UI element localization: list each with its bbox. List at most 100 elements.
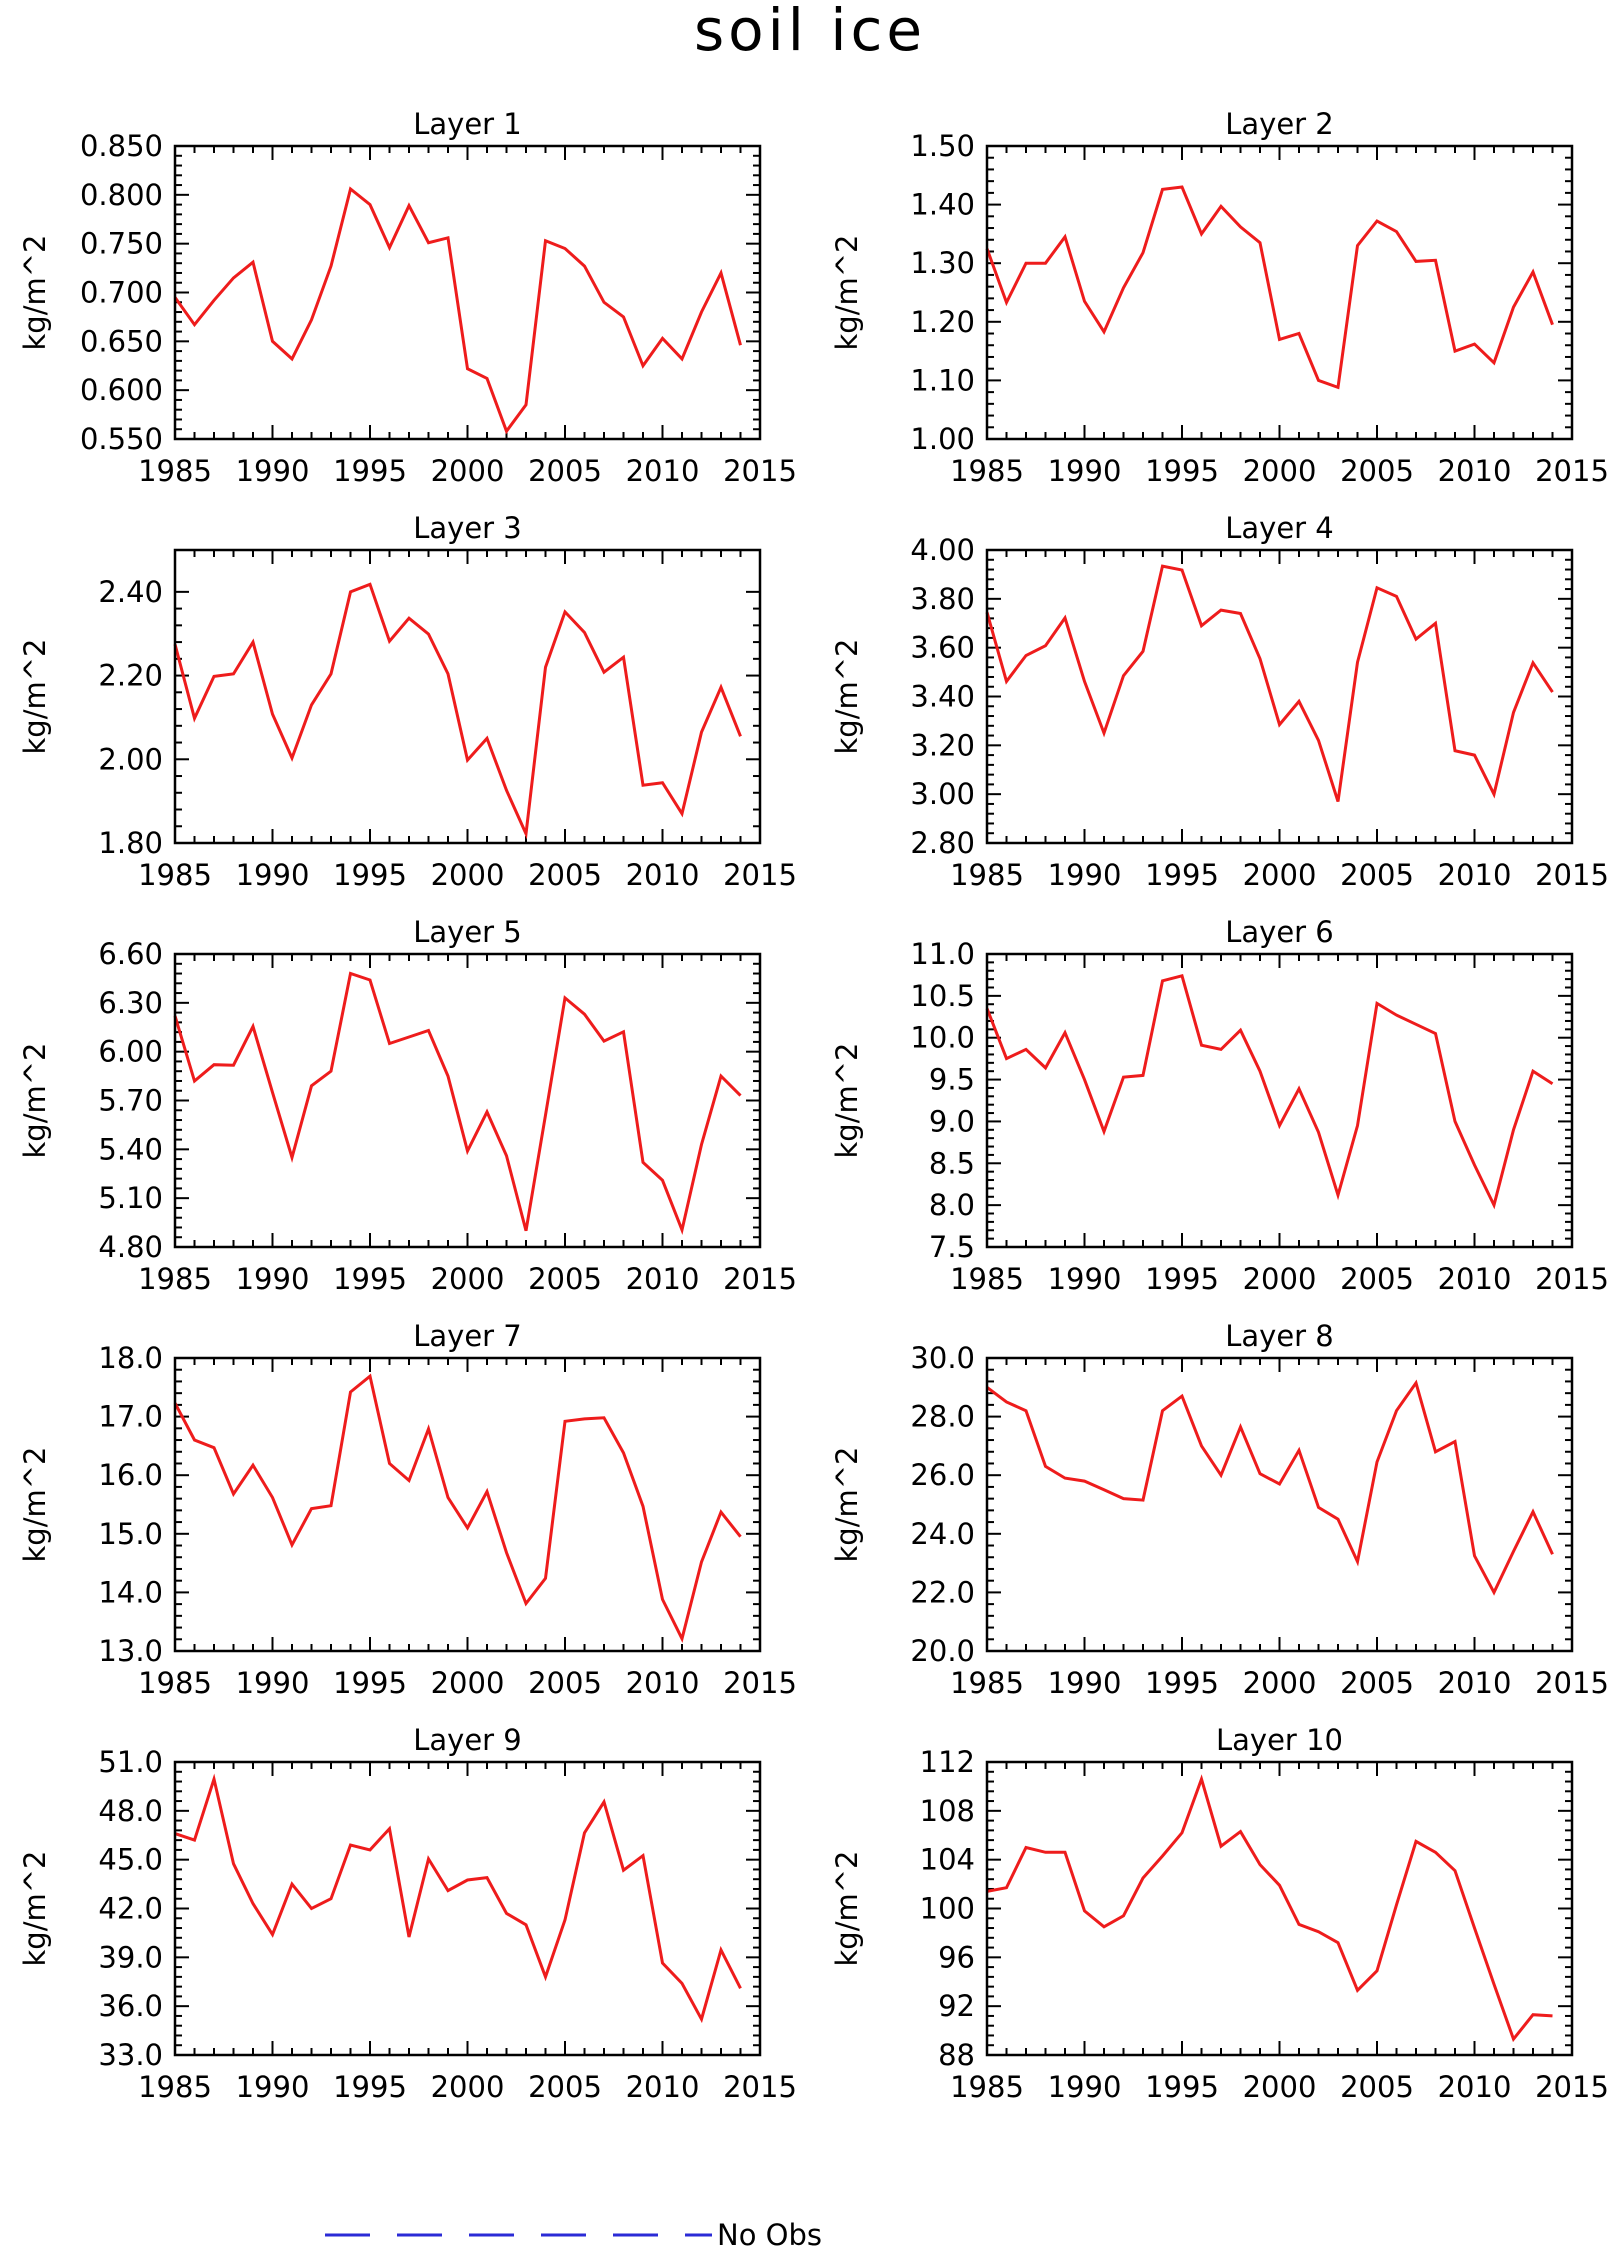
- panels-grid: Layer 1 kg/m^2 1985 1990 1995 2000 2005 2010 201…: [18, 107, 1609, 2104]
- series-line: [173, 186, 742, 435]
- x-tick-label: 1995: [1145, 2070, 1219, 2104]
- y-tick-label: 13.0: [98, 1634, 163, 1668]
- panel-layer-9: Layer 9 kg/m^2 1985 1990 1995 2000 2005 2010 201…: [18, 1723, 797, 2104]
- series-line: [985, 973, 1554, 1210]
- x-tick-label: 1995: [333, 1666, 407, 1700]
- x-tick-label: 1985: [950, 1666, 1024, 1700]
- y-tick-label: 33.0: [98, 2038, 163, 2072]
- x-tick-label: 2000: [431, 1262, 505, 1296]
- x-tick-label: 1990: [1048, 858, 1122, 892]
- panel-layer-1: Layer 1 kg/m^2 1985 1990 1995 2000 2005 2010 201…: [18, 107, 797, 488]
- y-tick-label: 8.0: [929, 1188, 975, 1222]
- x-tick-label: 2015: [1535, 454, 1609, 488]
- plot-frame: [173, 548, 762, 845]
- y-tick-label: 1.10: [910, 363, 975, 397]
- x-tick-label: 1985: [138, 454, 212, 488]
- y-tick-label: 7.5: [929, 1230, 975, 1264]
- x-tick-label: 1995: [1145, 858, 1219, 892]
- y-tick-label: 88: [938, 2038, 975, 2072]
- x-tick-label: 2005: [1340, 1262, 1414, 1296]
- y-tick-label: 15.0: [98, 1517, 163, 1551]
- y-tick-label: 51.0: [98, 1745, 163, 1779]
- x-tick-label: 1990: [1048, 1262, 1122, 1296]
- y-tick-label: 2.80: [910, 826, 975, 860]
- x-tick-label: 2015: [723, 454, 797, 488]
- series-line: [173, 1373, 742, 1643]
- panel-title: Layer 5: [413, 915, 522, 949]
- y-tick-label: 1.50: [910, 129, 975, 163]
- x-tick-label: 2010: [626, 1262, 700, 1296]
- x-tick-label: 2005: [528, 454, 602, 488]
- y-axis-label: kg/m^2: [830, 639, 864, 755]
- x-tick-label: 2005: [528, 2070, 602, 2104]
- x-tick-label: 2010: [626, 858, 700, 892]
- series-line: [986, 1379, 1554, 1596]
- x-tick-label: 1985: [138, 1666, 212, 1700]
- legend: No Obs: [325, 2218, 822, 2250]
- x-tick-label: 2005: [528, 1262, 602, 1296]
- y-tick-label: 3.40: [910, 680, 975, 714]
- panel-title: Layer 3: [413, 511, 522, 545]
- panel-layer-8: Layer 8 kg/m^2 1985 1990 1995 2000 2005 2010 201…: [830, 1319, 1609, 1700]
- y-tick-label: 45.0: [98, 1843, 163, 1877]
- y-tick-label: 22.0: [910, 1575, 975, 1609]
- y-axis-label: kg/m^2: [18, 1447, 52, 1563]
- y-tick-label: 1.00: [910, 422, 975, 456]
- y-tick-label: 1.80: [98, 826, 163, 860]
- y-tick-label: 0.700: [80, 276, 163, 310]
- x-tick-label: 2005: [1340, 2070, 1414, 2104]
- y-tick-label: 28.0: [910, 1400, 975, 1434]
- panel-title: Layer 8: [1225, 1319, 1334, 1353]
- y-tick-label: 10.0: [910, 1021, 975, 1055]
- y-tick-label: 2.00: [98, 742, 163, 776]
- figure-title: soil ice: [694, 0, 926, 64]
- y-tick-label: 16.0: [98, 1458, 163, 1492]
- x-tick-label: 2015: [1535, 2070, 1609, 2104]
- x-tick-label: 1985: [950, 858, 1024, 892]
- x-tick-label: 2015: [723, 858, 797, 892]
- y-tick-label: 9.0: [929, 1104, 975, 1138]
- x-tick-label: 2000: [1243, 2070, 1317, 2104]
- plot-frame: [173, 1356, 762, 1653]
- y-tick-label: 4.80: [98, 1230, 163, 1264]
- x-tick-label: 2005: [528, 1666, 602, 1700]
- x-tick-label: 2000: [431, 858, 505, 892]
- y-tick-label: 30.0: [910, 1341, 975, 1375]
- panel-layer-2: Layer 2 kg/m^2 1985 1990 1995 2000 2005 2010 201…: [830, 107, 1609, 488]
- panel-title: Layer 7: [413, 1319, 522, 1353]
- y-tick-label: 8.5: [929, 1146, 975, 1180]
- panel-layer-4: Layer 4 kg/m^2 1985 1990 1995 2000 2005 2010 201…: [830, 511, 1609, 892]
- x-tick-label: 2010: [1438, 858, 1512, 892]
- x-tick-label: 2010: [1438, 2070, 1512, 2104]
- y-tick-label: 3.20: [910, 728, 975, 762]
- y-tick-label: 17.0: [98, 1400, 163, 1434]
- y-tick-label: 20.0: [910, 1634, 975, 1668]
- series-line: [173, 971, 742, 1235]
- x-tick-label: 1990: [1048, 454, 1122, 488]
- y-tick-label: 5.70: [98, 1084, 163, 1118]
- x-tick-label: 1985: [138, 1262, 212, 1296]
- panel-title: Layer 6: [1225, 915, 1334, 949]
- x-tick-label: 2000: [431, 2070, 505, 2104]
- y-axis-label: kg/m^2: [830, 235, 864, 351]
- plot-frame: [985, 548, 1574, 845]
- x-tick-label: 1990: [236, 1262, 310, 1296]
- y-axis-label: kg/m^2: [18, 235, 52, 351]
- x-tick-label: 2015: [1535, 1262, 1609, 1296]
- y-tick-label: 1.30: [910, 246, 975, 280]
- x-tick-label: 2005: [528, 858, 602, 892]
- x-tick-label: 1990: [236, 1666, 310, 1700]
- legend-label-no-obs: No Obs: [717, 2218, 822, 2250]
- x-tick-label: 1990: [236, 858, 310, 892]
- x-tick-label: 2015: [723, 2070, 797, 2104]
- x-tick-label: 2000: [431, 1666, 505, 1700]
- panel-title: Layer 4: [1225, 511, 1334, 545]
- x-tick-label: 1990: [1048, 1666, 1122, 1700]
- y-tick-label: 0.650: [80, 324, 163, 358]
- panel-layer-10: Layer 10 kg/m^2 1985 1990 1995 2000 2005 2010 20…: [830, 1723, 1609, 2104]
- x-tick-label: 2015: [723, 1666, 797, 1700]
- panel-layer-5: Layer 5 kg/m^2 1985 1990 1995 2000 2005 2010 201…: [18, 915, 797, 1296]
- y-tick-label: 0.750: [80, 227, 163, 261]
- y-tick-label: 6.60: [98, 937, 163, 971]
